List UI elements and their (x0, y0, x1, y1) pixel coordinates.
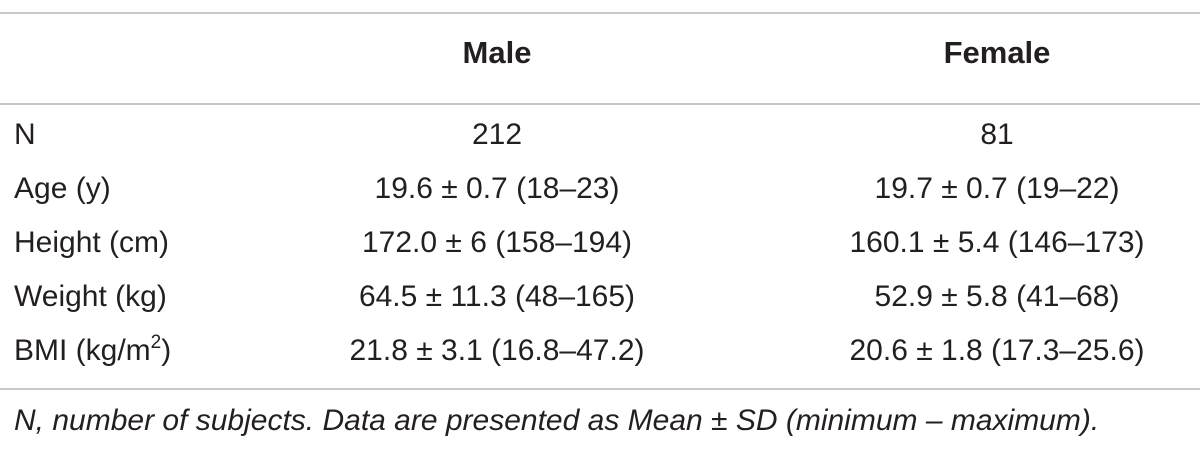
table-row-bmi: BMI (kg/m2) 21.8 ± 3.1 (16.8–47.2) 20.6 … (0, 328, 1200, 382)
table-row-n: N 212 81 (0, 112, 1200, 166)
cell-male: 212 (471, 118, 523, 151)
row-label-prefix: BMI (kg/m (14, 334, 151, 367)
column-header-male: Male (462, 35, 532, 70)
cell-male: 172.0 ± 6 (158–194) (362, 226, 632, 259)
cell-female: 20.6 ± 1.8 (17.3–25.6) (849, 334, 1145, 367)
table-top-rule (0, 12, 1200, 14)
row-label: Height (cm) (14, 226, 170, 259)
table-row-weight: Weight (kg) 64.5 ± 11.3 (48–165) 52.9 ± … (0, 274, 1200, 328)
table-header-rule (0, 103, 1200, 105)
table-body: N 212 81 Age (y) 19.6 ± 0.7 (18–23) 19.7… (0, 112, 1200, 382)
cell-female: 160.1 ± 5.4 (146–173) (849, 226, 1145, 259)
row-label-suffix: ) (161, 334, 172, 367)
cell-female: 19.7 ± 0.7 (19–22) (874, 172, 1120, 205)
column-header-female: Female (943, 35, 1051, 70)
table-row-age: Age (y) 19.6 ± 0.7 (18–23) 19.7 ± 0.7 (1… (0, 166, 1200, 220)
table-row-height: Height (cm) 172.0 ± 6 (158–194) 160.1 ± … (0, 220, 1200, 274)
cell-male: 21.8 ± 3.1 (16.8–47.2) (349, 334, 645, 367)
row-label: Age (y) (14, 172, 111, 205)
row-label: Weight (kg) (14, 280, 167, 313)
cell-male: 19.6 ± 0.7 (18–23) (374, 172, 620, 205)
table-header-row: Male Female (0, 30, 1200, 80)
cell-male: 64.5 ± 11.3 (48–165) (358, 280, 636, 313)
table-bottom-rule (0, 388, 1200, 390)
row-label: N (14, 118, 36, 151)
cell-female: 52.9 ± 5.8 (41–68) (874, 280, 1120, 313)
table-footnote: N, number of subjects. Data are presente… (14, 404, 1100, 437)
row-label: BMI (kg/m2) (14, 328, 171, 374)
cell-female: 81 (980, 118, 1014, 151)
row-label-superscript: 2 (150, 332, 162, 353)
